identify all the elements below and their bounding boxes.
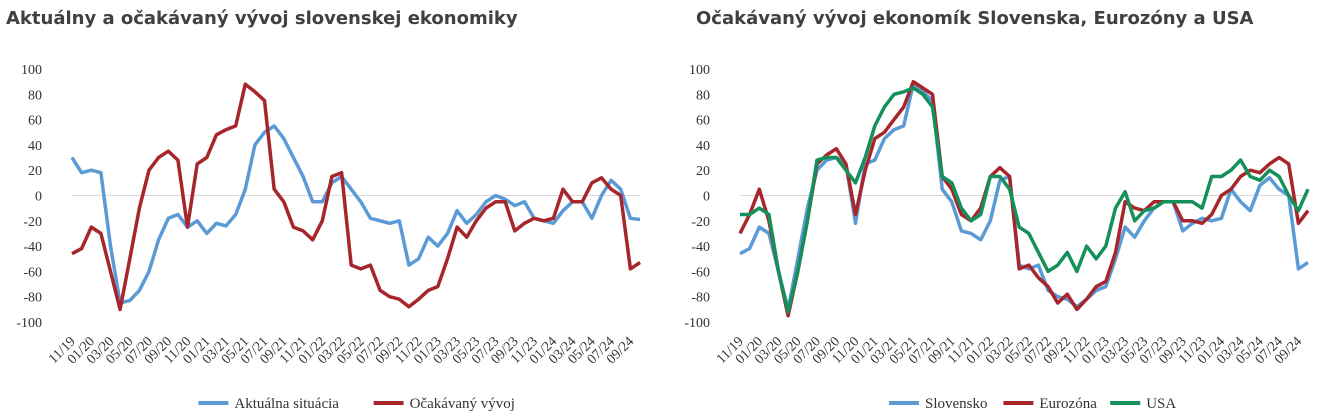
line-series — [71, 82, 641, 312]
y-tick-label: 60 — [28, 114, 42, 129]
y-tick-label: 40 — [696, 139, 710, 154]
y-tick-label: -40 — [23, 240, 42, 255]
line-series — [738, 79, 1310, 318]
y-tick-label: -60 — [691, 265, 710, 280]
line-series — [740, 86, 1310, 314]
y-tick-label: 100 — [21, 63, 42, 78]
y-tick-label: -40 — [691, 240, 710, 255]
chart-title: Aktuálny a očakávaný vývoj slovenskej ek… — [6, 8, 518, 29]
y-tick-label: 0 — [35, 190, 42, 205]
y-tick-label: 20 — [696, 164, 710, 179]
y-tick-label: -80 — [23, 291, 42, 306]
legend-label: Očakávaný vývoj — [410, 396, 515, 412]
y-tick-label: -100 — [684, 316, 710, 331]
y-tick-label: 80 — [696, 88, 710, 103]
y-tick-label: -100 — [16, 316, 42, 331]
y-tick-label: -20 — [23, 215, 42, 230]
y-tick-label: 20 — [28, 164, 42, 179]
legend-label: Eurozóna — [1039, 396, 1097, 412]
y-tick-label: -20 — [691, 215, 710, 230]
y-tick-label: 80 — [28, 88, 42, 103]
legend-label: Slovensko — [925, 396, 988, 412]
y-tick-label: 60 — [696, 114, 710, 129]
y-tick-label: 0 — [703, 190, 710, 205]
y-tick-label: 100 — [689, 63, 710, 78]
chart-title: Očakávaný vývoj ekonomík Slovenska, Euro… — [696, 8, 1254, 29]
legend-label: Aktuálna situácia — [234, 396, 339, 412]
legend-label: USA — [1146, 396, 1176, 412]
y-tick-label: 40 — [28, 139, 42, 154]
y-tick-label: -60 — [23, 265, 42, 280]
line-series — [739, 82, 1309, 312]
y-tick-label: -80 — [691, 291, 710, 306]
